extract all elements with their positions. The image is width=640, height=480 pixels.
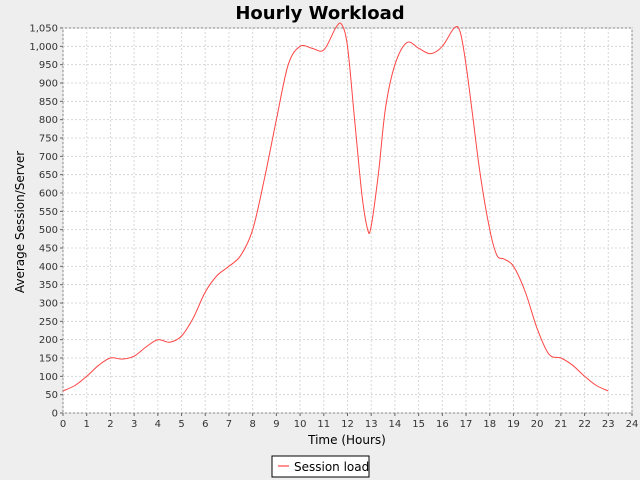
y-tick-label: 1,000 (29, 42, 58, 53)
y-tick-label: 500 (39, 225, 58, 236)
x-axis-label: Time (Hours) (307, 433, 386, 447)
y-tick-label: 650 (39, 170, 58, 181)
x-tick-label: 7 (226, 419, 232, 430)
y-tick-label: 150 (39, 354, 58, 365)
y-tick-label: 750 (39, 134, 58, 145)
x-tick-label: 3 (131, 419, 137, 430)
plot-area: 0 1 2 3 4 5 6 7 8 9 10 11 12 13 14 15 16 17 18 19 20 21 22 23 24… (29, 22, 639, 430)
x-tick-label: 9 (273, 419, 279, 430)
x-tick-label: 11 (317, 419, 330, 430)
legend: Session load (271, 455, 370, 478)
x-tick-label: 17 (460, 419, 473, 430)
y-tick-label: 400 (39, 262, 58, 273)
y-tick-label: 700 (39, 152, 58, 163)
legend-entry-session-load: Session load (294, 460, 369, 474)
x-tick-label: 18 (483, 419, 496, 430)
y-axis-label: Average Session/Server (13, 151, 27, 293)
x-tick-label: 16 (436, 419, 449, 430)
x-tick-label: 15 (412, 419, 425, 430)
legend-box (271, 455, 370, 478)
y-tick-label: 300 (39, 299, 58, 310)
x-tick-label: 5 (178, 419, 184, 430)
x-tick-label: 0 (60, 419, 66, 430)
y-tick-label: 800 (39, 115, 58, 126)
y-tick-label: 50 (45, 390, 58, 401)
grid-lines (62, 27, 633, 414)
x-tick-label: 13 (365, 419, 378, 430)
y-tick-label: 450 (39, 244, 58, 255)
y-tick-label: 600 (39, 189, 58, 200)
y-tick-label: 850 (39, 97, 58, 108)
x-tick-label: 10 (294, 419, 307, 430)
y-tick-label: 950 (39, 60, 58, 71)
y-tick-label: 200 (39, 335, 58, 346)
x-tick-label: 6 (202, 419, 208, 430)
y-tick-label: 900 (39, 79, 58, 90)
x-tick-label: 21 (555, 419, 568, 430)
y-tick-label: 1,050 (29, 24, 58, 35)
y-tick-label: 250 (39, 317, 58, 328)
x-tick-label: 2 (107, 419, 113, 430)
y-tick-label: 350 (39, 280, 58, 291)
y-axis-ticks: 0 50 100 150 200 250 300 350 400 450 500 550 600 650 7… (29, 24, 63, 420)
x-tick-label: 8 (249, 419, 255, 430)
y-tick-label: 0 (52, 409, 58, 420)
y-tick-label: 550 (39, 207, 58, 218)
x-tick-label: 23 (602, 419, 615, 430)
x-tick-label: 12 (341, 419, 354, 430)
x-tick-label: 1 (84, 419, 90, 430)
x-tick-label: 4 (155, 419, 161, 430)
x-tick-label: 19 (507, 419, 520, 430)
chart-title: Hourly Workload (235, 3, 404, 24)
x-tick-label: 24 (626, 419, 639, 430)
x-axis-ticks: 0 1 2 3 4 5 6 7 8 9 10 11 12 13 14 15 16 17 18 19 20 21 22 23 24 (60, 413, 639, 430)
x-tick-label: 20 (531, 419, 544, 430)
x-tick-label: 14 (389, 419, 402, 430)
series-line-session-load (62, 22, 609, 392)
y-tick-label: 100 (39, 372, 58, 383)
x-tick-label: 22 (578, 419, 591, 430)
